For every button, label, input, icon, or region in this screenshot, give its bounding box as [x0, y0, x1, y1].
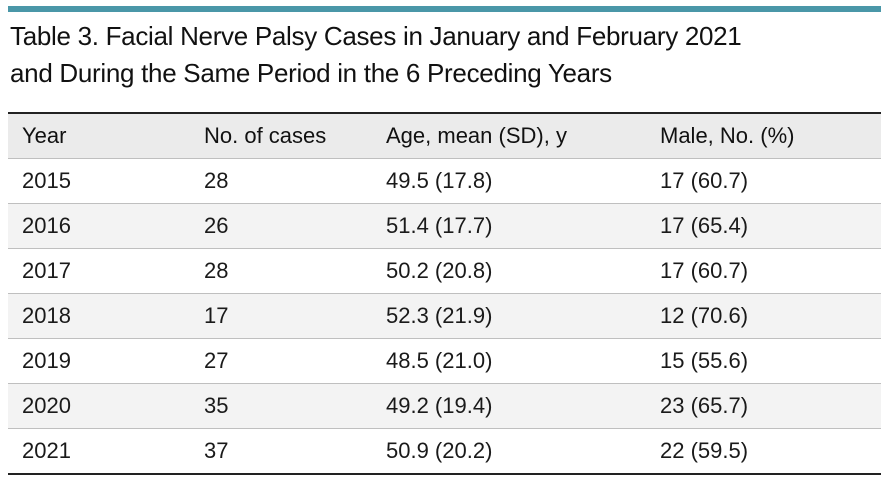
- cell-age: 51.4 (17.7): [372, 203, 646, 249]
- cell-year: 2017: [8, 248, 190, 294]
- cell-year: 2021: [8, 428, 190, 475]
- header-cases: No. of cases: [190, 114, 372, 159]
- cell-age: 48.5 (21.0): [372, 338, 646, 384]
- cell-cases: 37: [190, 428, 372, 475]
- table-row: 2018 17 52.3 (21.9) 12 (70.6): [8, 293, 881, 339]
- header-row: Year No. of cases Age, mean (SD), y Male…: [8, 114, 881, 159]
- cell-male: 17 (65.4): [646, 203, 881, 249]
- cell-male: 17 (60.7): [646, 158, 881, 204]
- header-year: Year: [8, 114, 190, 159]
- cell-year: 2015: [8, 158, 190, 204]
- table-row: 2017 28 50.2 (20.8) 17 (60.7): [8, 248, 881, 294]
- cell-cases: 26: [190, 203, 372, 249]
- table-container: Year No. of cases Age, mean (SD), y Male…: [8, 112, 881, 475]
- header-top-rule: [8, 112, 881, 114]
- cell-year: 2016: [8, 203, 190, 249]
- cell-male: 22 (59.5): [646, 428, 881, 475]
- cell-age: 52.3 (21.9): [372, 293, 646, 339]
- cell-male: 23 (65.7): [646, 383, 881, 429]
- cell-cases: 35: [190, 383, 372, 429]
- accent-top-rule: [8, 6, 881, 12]
- cell-cases: 28: [190, 248, 372, 294]
- header-age: Age, mean (SD), y: [372, 114, 646, 159]
- table-row: 2015 28 49.5 (17.8) 17 (60.7): [8, 158, 881, 204]
- cell-male: 17 (60.7): [646, 248, 881, 294]
- table-row: 2019 27 48.5 (21.0) 15 (55.6): [8, 338, 881, 384]
- cell-cases: 17: [190, 293, 372, 339]
- cell-year: 2019: [8, 338, 190, 384]
- cell-age: 49.5 (17.8): [372, 158, 646, 204]
- table-caption: Table 3. Facial Nerve Palsy Cases in Jan…: [10, 18, 875, 92]
- cell-male: 12 (70.6): [646, 293, 881, 339]
- header-male: Male, No. (%): [646, 114, 881, 159]
- table-row: 2021 37 50.9 (20.2) 22 (59.5): [8, 428, 881, 475]
- cell-cases: 28: [190, 158, 372, 204]
- cell-year: 2020: [8, 383, 190, 429]
- table-row: 2020 35 49.2 (19.4) 23 (65.7): [8, 383, 881, 429]
- cell-age: 50.2 (20.8): [372, 248, 646, 294]
- cell-age: 50.9 (20.2): [372, 428, 646, 475]
- caption-line-2: and During the Same Period in the 6 Prec…: [10, 58, 612, 88]
- caption-line-1: Table 3. Facial Nerve Palsy Cases in Jan…: [10, 21, 742, 51]
- cell-cases: 27: [190, 338, 372, 384]
- data-table: Year No. of cases Age, mean (SD), y Male…: [8, 114, 881, 475]
- cell-age: 49.2 (19.4): [372, 383, 646, 429]
- table-row: 2016 26 51.4 (17.7) 17 (65.4): [8, 203, 881, 249]
- cell-male: 15 (55.6): [646, 338, 881, 384]
- cell-year: 2018: [8, 293, 190, 339]
